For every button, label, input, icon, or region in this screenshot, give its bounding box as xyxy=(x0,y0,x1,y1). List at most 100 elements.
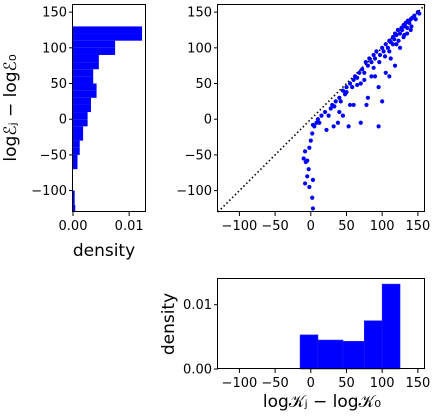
scatter-point xyxy=(405,25,410,30)
y-histogram-bar xyxy=(73,154,78,163)
scatter-point xyxy=(392,63,398,68)
x-histogram-frame xyxy=(217,278,425,369)
scatter-point xyxy=(383,42,388,47)
scatter-point xyxy=(363,60,368,65)
x-histogram-xlabel: log𝒦ⱼ − log𝒦₀ xyxy=(263,392,381,412)
scatter-ytick-label: 100 xyxy=(187,41,212,56)
scatter-point xyxy=(310,177,316,182)
scatter-frame xyxy=(217,4,425,212)
scatter-point xyxy=(390,42,395,47)
scatter-point xyxy=(301,156,306,161)
scatter-point xyxy=(302,149,308,154)
scatter-point xyxy=(369,60,374,65)
scatter-point xyxy=(331,124,336,129)
x-histogram-xticks: −100 −50 0 50 100 150 xyxy=(222,369,430,391)
scatter-point xyxy=(310,195,315,200)
scatter-point xyxy=(371,65,376,70)
y-histogram-ytick-label: 0 xyxy=(59,113,67,128)
scatter-point xyxy=(396,38,401,43)
x-histogram-ylabel: density xyxy=(159,293,179,355)
scatter-point xyxy=(383,70,388,75)
scatter-point xyxy=(358,81,363,86)
x-histogram-xtick-label: 0 xyxy=(307,376,315,391)
scatter-point xyxy=(358,120,363,125)
scatter-point xyxy=(394,32,399,38)
scatter-point xyxy=(328,106,333,111)
y-histogram-xlabel: density xyxy=(73,241,135,261)
scatter-point xyxy=(400,27,405,33)
y-histogram-bar xyxy=(73,104,91,113)
scatter-point xyxy=(365,63,370,68)
scatter-point xyxy=(367,56,372,61)
scatter-point xyxy=(350,84,355,90)
y-density-histogram: −100 −50 0 50 100 150 0.00 0.01 density logℰⱼ … xyxy=(1,4,146,261)
scatter-ytick-label: 50 xyxy=(195,77,212,92)
scatter-point xyxy=(408,27,413,33)
y-histogram-bar xyxy=(73,119,88,127)
y-histogram-frame xyxy=(72,4,146,212)
y-histogram-bar xyxy=(73,90,97,98)
scatter-point xyxy=(376,84,381,90)
scatter-point xyxy=(380,99,385,104)
scatter-point xyxy=(306,167,311,172)
y-histogram-bar xyxy=(73,126,84,134)
scatter-point xyxy=(395,27,400,33)
y-histogram-bar xyxy=(73,33,143,41)
scatter-xtick-label: 100 xyxy=(370,219,395,234)
x-histogram-ytick-label: 0.01 xyxy=(183,298,212,313)
y-histogram-bar xyxy=(73,197,75,205)
scatter-point xyxy=(387,74,392,79)
scatter-xtick-label: 50 xyxy=(338,219,355,234)
scatter-point xyxy=(387,49,392,54)
scatter-point xyxy=(344,84,349,90)
y-histogram-bar xyxy=(73,204,76,212)
scatter-ytick-label: 150 xyxy=(187,6,212,21)
scatter-point xyxy=(372,74,378,79)
scatter-point xyxy=(310,206,316,211)
scatter-point xyxy=(302,181,308,186)
x-histogram-bar xyxy=(381,283,401,370)
scatter-point xyxy=(351,102,356,108)
scatter-point xyxy=(340,113,346,118)
x-histogram-xtick-label: −100 xyxy=(222,376,258,391)
identity-reference-line xyxy=(217,4,426,213)
scatter-point xyxy=(365,95,370,100)
y-histogram-bar xyxy=(73,147,80,155)
scatter-point xyxy=(412,13,417,18)
scatter-point xyxy=(394,42,399,47)
scatter-xtick-label: −50 xyxy=(261,219,288,234)
scatter-point xyxy=(326,113,331,118)
scatter-point xyxy=(381,49,386,54)
scatter-point xyxy=(417,11,422,16)
scatter-xticks: −100 −50 0 50 100 150 xyxy=(222,212,430,234)
scatter-point xyxy=(362,70,367,75)
scatter-point xyxy=(405,31,410,36)
scatter-point xyxy=(351,77,356,83)
scatter-point xyxy=(307,184,312,190)
scatter-yticks: −100 −50 0 50 100 150 xyxy=(176,6,218,199)
y-histogram-bar xyxy=(73,133,84,141)
scatter-point xyxy=(392,37,397,42)
scatter-point xyxy=(322,109,328,115)
y-histogram-bar xyxy=(73,97,91,105)
scatter-point xyxy=(374,49,379,54)
scatter-point xyxy=(377,52,383,58)
scatter-ytick-label: −100 xyxy=(176,184,212,199)
scatter-point xyxy=(307,145,312,150)
scatter-point xyxy=(371,52,376,58)
y-histogram-ytick-label: −100 xyxy=(31,184,67,199)
x-histogram-yticks: 0.00 0.01 xyxy=(183,298,218,378)
scatter-point xyxy=(377,60,382,65)
y-histogram-ytick-label: 150 xyxy=(42,6,67,21)
scatter-point xyxy=(355,82,360,88)
scatter-point xyxy=(407,20,412,25)
y-histogram-xtick-label: 0.00 xyxy=(59,219,88,234)
y-histogram-bar xyxy=(73,76,94,84)
scatter-point xyxy=(401,35,406,40)
y-histogram-bar xyxy=(73,69,94,77)
y-histogram-bar xyxy=(73,190,75,198)
scatter-point xyxy=(380,45,385,50)
scatter-point xyxy=(338,99,343,104)
